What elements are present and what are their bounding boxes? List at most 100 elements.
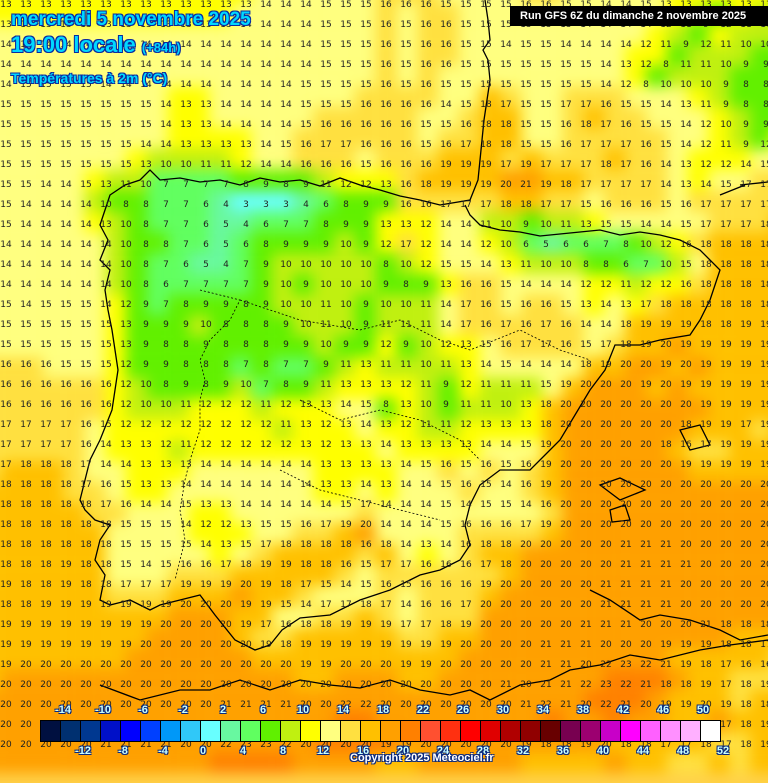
grid-value: 16: [500, 340, 512, 350]
grid-value: 17: [0, 420, 12, 430]
grid-value: 13: [460, 340, 472, 350]
grid-value: 16: [60, 380, 72, 390]
grid-value: 20: [520, 620, 532, 630]
grid-value: 17: [580, 180, 592, 190]
grid-value: 9: [443, 400, 449, 410]
grid-value: 8: [143, 240, 149, 250]
grid-value: 20: [20, 660, 32, 670]
grid-value: 17: [740, 220, 752, 230]
grid-value: 5: [223, 240, 229, 250]
grid-value: 21: [220, 700, 232, 710]
grid-value: 19: [700, 680, 712, 690]
grid-value: 15: [500, 20, 512, 30]
grid-value: 20: [180, 700, 192, 710]
grid-value: 20: [580, 520, 592, 530]
grid-value: 19: [60, 620, 72, 630]
grid-value: 12: [220, 420, 232, 430]
grid-value: 20: [340, 740, 352, 750]
grid-value: 7: [163, 260, 169, 270]
grid-value: 12: [700, 140, 712, 150]
grid-value: 19: [740, 400, 752, 410]
grid-value: 17: [440, 200, 452, 210]
grid-value: 20: [660, 340, 672, 350]
grid-value: 20: [660, 500, 672, 510]
grid-value: 14: [440, 540, 452, 550]
grid-value: 15: [140, 100, 152, 110]
grid-value: 17: [760, 180, 768, 190]
grid-value: 17: [540, 340, 552, 350]
grid-value: 16: [420, 600, 432, 610]
grid-value: 18: [40, 520, 52, 530]
grid-value: 14: [20, 260, 32, 270]
grid-value: 20: [120, 680, 132, 690]
grid-value: 14: [520, 500, 532, 510]
grid-value: 16: [480, 280, 492, 290]
grid-value: 14: [260, 460, 272, 470]
grid-value: 18: [700, 300, 712, 310]
grid-value: 16: [400, 120, 412, 130]
grid-value: 14: [100, 460, 112, 470]
grid-value: 20: [680, 580, 692, 590]
scale-label-bottom: 16: [356, 745, 370, 757]
grid-value: 21: [560, 640, 572, 650]
grid-value: 15: [460, 80, 472, 90]
grid-value: 11: [440, 420, 452, 430]
grid-value: 19: [720, 360, 732, 370]
grid-value: 8: [143, 220, 149, 230]
scale-swatch: [281, 721, 301, 741]
grid-value: 8: [643, 80, 649, 90]
grid-value: 14: [160, 500, 172, 510]
grid-value: 14: [260, 160, 272, 170]
grid-value: 15: [360, 580, 372, 590]
grid-value: 20: [620, 480, 632, 490]
grid-value: 9: [263, 180, 269, 190]
grid-value: 20: [140, 660, 152, 670]
grid-value: 19: [520, 740, 532, 750]
grid-value: 20: [580, 600, 592, 610]
grid-value: 17: [620, 180, 632, 190]
grid-value: 16: [300, 160, 312, 170]
grid-value: 11: [520, 380, 532, 390]
grid-value: 15: [160, 540, 172, 550]
scale-swatch: [141, 721, 161, 741]
grid-value: 12: [640, 60, 652, 70]
grid-value: 18: [740, 260, 752, 270]
scale-label-bottom: 52: [716, 745, 730, 757]
grid-value: 16: [420, 60, 432, 70]
grid-value: 21: [560, 660, 572, 670]
grid-value: 13: [200, 0, 212, 10]
grid-value: 11: [400, 360, 412, 370]
grid-value: 15: [520, 120, 532, 130]
grid-value: 17: [460, 320, 472, 330]
grid-value: 21: [520, 180, 532, 190]
grid-value: 17: [340, 140, 352, 150]
scale-swatch: [561, 721, 581, 741]
grid-value: 10: [660, 80, 672, 90]
grid-value: 17: [400, 620, 412, 630]
grid-value: 21: [580, 640, 592, 650]
grid-value: 18: [540, 400, 552, 410]
grid-value: 15: [520, 440, 532, 450]
run-label: Run GFS 6Z du dimanche 2 novembre 2025: [510, 6, 768, 26]
grid-value: 11: [220, 160, 232, 170]
grid-value: 10: [140, 180, 152, 190]
grid-value: 16: [320, 160, 332, 170]
grid-value: 15: [280, 520, 292, 530]
grid-value: 15: [660, 140, 672, 150]
grid-value: 14: [240, 20, 252, 30]
grid-value: 13: [360, 360, 372, 370]
scale-label-bottom: 28: [476, 745, 490, 757]
grid-value: 14: [40, 40, 52, 50]
grid-value: 16: [420, 40, 432, 50]
grid-value: 14: [700, 180, 712, 190]
grid-value: 20: [600, 460, 612, 470]
grid-value: 16: [620, 200, 632, 210]
grid-value: 20: [520, 640, 532, 650]
grid-value: 19: [120, 600, 132, 610]
grid-value: 6: [323, 200, 329, 210]
grid-value: 19: [300, 660, 312, 670]
time-label: 19:00 locale: [11, 32, 137, 58]
grid-value: 10: [320, 340, 332, 350]
grid-value: 15: [500, 460, 512, 470]
